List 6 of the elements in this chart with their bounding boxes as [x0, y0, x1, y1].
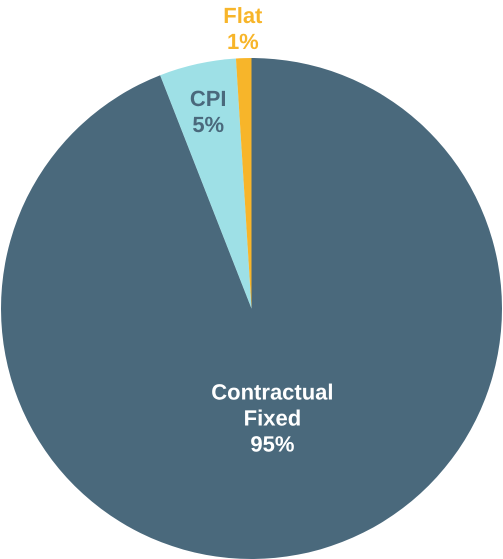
data-label: 95% — [250, 431, 294, 456]
data-label: 1% — [226, 29, 259, 54]
data-label: 5% — [192, 112, 224, 137]
slice-label: Flat — [223, 3, 264, 28]
slice-label: CPI — [190, 86, 227, 111]
slice-label: Contractual Fixed — [211, 379, 334, 430]
